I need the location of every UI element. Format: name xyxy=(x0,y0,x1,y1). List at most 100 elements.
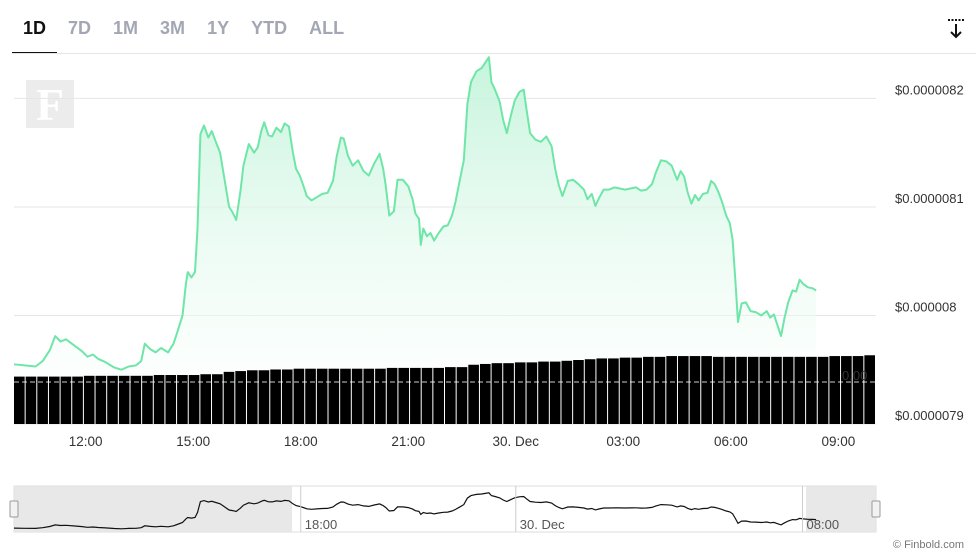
volume-bar xyxy=(328,368,340,424)
x-tick-label: 15:00 xyxy=(176,434,210,449)
volume-bar xyxy=(526,362,538,424)
volume-bar xyxy=(72,376,83,424)
volume-bar xyxy=(14,376,25,424)
volume-bar xyxy=(654,356,666,424)
volume-bar xyxy=(852,356,864,424)
volume-bar xyxy=(759,356,771,424)
volume-bar xyxy=(549,361,561,424)
y-tick-label: $0.0000079 xyxy=(895,408,964,423)
y-tick-label: $0.000008 xyxy=(895,299,956,314)
volume-bar xyxy=(258,370,270,424)
volume-bar xyxy=(212,374,223,424)
volume-bar xyxy=(712,356,724,424)
volume-bar xyxy=(701,356,712,424)
volume-bar xyxy=(677,356,689,424)
volume-bar xyxy=(456,367,468,424)
volume-bar xyxy=(608,358,619,424)
volume-bar xyxy=(445,367,456,424)
volume-bar xyxy=(398,367,410,424)
volume-bar xyxy=(864,355,875,424)
volume-bar xyxy=(421,367,433,424)
x-tick-label: 09:00 xyxy=(821,434,855,449)
volume-bar xyxy=(363,368,375,424)
volume-bar xyxy=(375,368,386,424)
range-tabs: 1D 7D 1M 3M 1Y YTD ALL xyxy=(12,0,355,54)
volume-bar xyxy=(666,356,677,424)
tab-ytd[interactable]: YTD xyxy=(251,18,288,38)
logo-letter: F xyxy=(35,79,65,130)
volume-bar xyxy=(270,369,281,424)
volume-bar xyxy=(538,361,549,424)
volume-bar xyxy=(177,375,188,424)
x-tick-label: 12:00 xyxy=(69,434,103,449)
tab-1m[interactable]: 1M xyxy=(113,18,139,38)
x-tick-label: 21:00 xyxy=(391,434,425,449)
x-tick-label: 30. Dec xyxy=(493,434,540,449)
volume-bar xyxy=(736,356,747,424)
volume-bar xyxy=(584,359,596,424)
volume-bar xyxy=(130,375,142,424)
finbold-logo: F xyxy=(26,79,74,130)
tab-1y[interactable]: 1Y xyxy=(207,18,230,38)
volume-bar xyxy=(305,368,316,424)
volume-bar xyxy=(433,367,444,424)
volume-bar xyxy=(316,368,328,424)
volume-bar xyxy=(235,371,246,424)
volume-bar xyxy=(782,356,794,424)
y-tick-label: $0.0000082 xyxy=(895,82,964,97)
volume-bar xyxy=(351,368,363,424)
volume-bar xyxy=(561,360,573,424)
volume-bar xyxy=(107,375,118,424)
volume-bar xyxy=(689,356,701,424)
credit-text[interactable]: © Finbold.com xyxy=(892,539,964,551)
price-line xyxy=(13,56,817,371)
x-tick-label: 18:00 xyxy=(284,434,318,449)
volume-bar xyxy=(60,376,72,424)
volume-bar xyxy=(153,375,165,424)
navigator-line xyxy=(13,492,817,530)
volume-bar xyxy=(747,356,759,424)
volume-bar xyxy=(410,367,421,424)
x-tick-label: 06:00 xyxy=(714,434,748,449)
tab-7d[interactable]: 7D xyxy=(68,18,92,38)
volume-bar xyxy=(48,376,60,424)
volume-bar xyxy=(281,369,293,424)
volume-bar xyxy=(631,357,643,424)
volume-bar xyxy=(95,375,107,424)
navigator-handle-right[interactable] xyxy=(871,500,881,518)
volume-bar xyxy=(340,368,351,424)
volume-bar xyxy=(293,368,305,424)
tab-all[interactable]: ALL xyxy=(309,18,345,38)
tabs-divider xyxy=(12,53,976,54)
volume-bar xyxy=(724,356,736,424)
navigator-label: 30. Dec xyxy=(520,517,565,532)
volume-bar xyxy=(806,356,817,424)
volume-bar xyxy=(188,375,200,424)
tab-3m[interactable]: 3M xyxy=(160,18,186,38)
volume-bar xyxy=(479,363,491,424)
volume-bar xyxy=(200,374,212,424)
volume-bar xyxy=(118,375,130,424)
volume-bar xyxy=(794,356,806,424)
volume-bar xyxy=(25,376,37,424)
x-tick-label: 03:00 xyxy=(606,434,640,449)
volume-bar xyxy=(83,375,95,424)
volume-bar xyxy=(829,356,841,424)
price-area xyxy=(14,57,817,424)
navigator-mask-left xyxy=(14,486,292,532)
volume-bar xyxy=(573,360,584,424)
volume-bar xyxy=(643,356,654,424)
volume-bar xyxy=(514,362,526,424)
volume-bar xyxy=(165,375,177,424)
navigator-label: 18:00 xyxy=(305,517,338,532)
volume-bar xyxy=(37,376,48,424)
y-tick-label: $0.0000081 xyxy=(895,191,964,206)
volume-bar xyxy=(841,356,852,424)
navigator-label: 08:00 xyxy=(807,517,840,532)
volume-bar xyxy=(468,364,479,424)
download-arrow-icon[interactable] xyxy=(946,18,966,40)
volume-bar xyxy=(817,356,829,424)
navigator-handle-left[interactable] xyxy=(9,500,19,518)
volume-bar xyxy=(503,363,514,424)
